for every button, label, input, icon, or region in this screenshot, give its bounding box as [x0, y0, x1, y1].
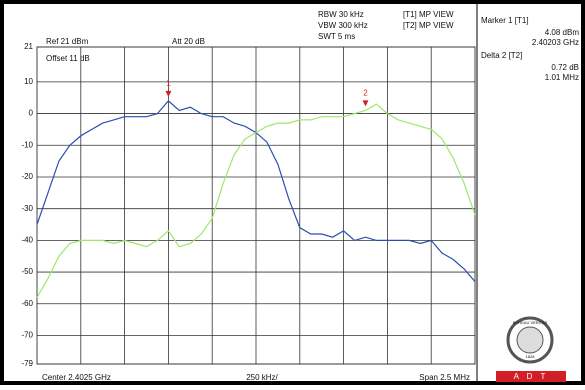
y-tick-label: 21 — [24, 42, 33, 51]
y-tick-label: -30 — [21, 204, 33, 213]
ref-level: Ref 21 dBm — [46, 37, 89, 46]
marker-symbol — [362, 100, 369, 107]
y-tick-label: 10 — [24, 77, 33, 86]
marker2-title: Delta 2 [T2] — [481, 51, 522, 60]
marker-label: 1 — [166, 79, 171, 88]
t1-view: [T1] MP VIEW — [403, 10, 454, 19]
logo-center — [516, 326, 544, 354]
y-tick-label: -20 — [21, 172, 33, 181]
logo-band-text: A D T — [514, 372, 549, 381]
logo: BUREAU VERITAS 1828 A D T — [496, 316, 566, 382]
marker1-title: Marker 1 [T1] — [481, 16, 529, 25]
rbw: RBW 30 kHz — [318, 10, 364, 19]
y-tick-label: -70 — [21, 331, 33, 340]
marker2-freq: 1.01 MHz — [545, 73, 579, 82]
marker-symbol — [165, 90, 172, 97]
vbw: VBW 300 kHz — [318, 21, 368, 30]
t2-view: [T2] MP VIEW — [403, 21, 454, 30]
y-tick-label: -50 — [21, 267, 33, 276]
div-freq: 250 kHz/ — [246, 373, 278, 382]
logo-year: 1828 — [526, 354, 536, 359]
marker1-freq: 2.40203 GHz — [532, 38, 579, 47]
swt: SWT 5 ms — [318, 32, 355, 41]
span: Span 2.5 MHz — [419, 373, 470, 382]
y-tick-label: 0 — [29, 109, 34, 118]
attenuation: Att 20 dB — [172, 37, 205, 46]
y-tick-label: -60 — [21, 299, 33, 308]
y-tick-label: -10 — [21, 140, 33, 149]
logo-band — [496, 371, 566, 382]
marker1-level: 4.08 dBm — [545, 28, 580, 37]
y-tick-label: -79 — [21, 359, 33, 368]
trace — [36, 103, 476, 298]
center-freq: Center 2.4025 GHz — [42, 373, 111, 382]
y-tick-label: -40 — [21, 235, 33, 244]
marker-label: 2 — [363, 89, 368, 98]
offset: Offset 11 dB — [46, 54, 90, 63]
marker2-level: 0.72 dB — [551, 63, 579, 72]
logo-name: BUREAU VERITAS — [513, 320, 548, 325]
